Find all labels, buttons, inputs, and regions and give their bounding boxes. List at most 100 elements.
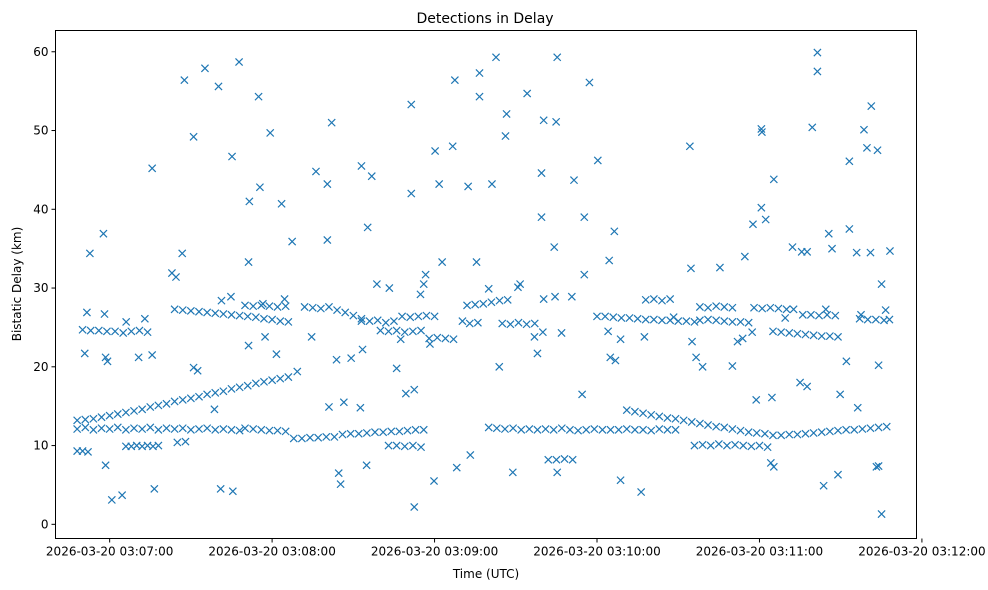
x-axis-label: Time (UTC) [452,567,519,581]
data-point-x-marker [194,424,204,434]
data-point-x-marker [266,128,275,137]
data-point-x-marker [833,470,843,479]
data-point-x-marker [761,215,770,224]
data-point-x-marker [227,310,236,319]
data-point-x-marker [492,424,501,433]
data-point-x-marker [178,306,187,315]
data-point-x-marker [211,309,220,318]
data-point-x-marker [403,426,412,435]
data-point-x-marker [763,443,772,452]
data-point-x-marker [226,292,235,301]
data-point-x-marker [616,335,625,344]
data-point-x-marker [100,310,109,319]
data-point-x-marker [606,425,615,434]
data-point-x-marker [398,312,407,321]
data-point-x-marker [766,458,775,467]
data-point-x-marker [357,317,366,326]
data-point-x-marker [578,390,587,399]
data-point-x-marker [550,243,559,252]
data-point-x-marker [690,441,699,450]
data-point-x-marker [146,402,155,411]
data-point-x-marker [748,220,757,229]
data-point-x-marker [663,425,672,434]
data-point-x-marker [592,312,602,321]
data-point-x-marker [473,318,482,327]
data-point-x-marker [280,295,289,304]
data-point-x-marker [610,227,619,236]
data-point-x-marker [777,328,786,337]
data-point-x-marker [744,428,753,437]
data-point-x-marker [882,422,891,431]
data-point-x-marker [551,292,560,301]
data-point-x-marker [569,176,579,185]
data-point-x-marker [560,454,569,463]
data-point-x-marker [372,280,381,289]
data-point-x-marker [750,303,759,312]
data-point-x-marker [129,406,139,415]
data-point-x-marker [289,434,298,443]
data-point-x-marker [706,441,715,450]
data-point-x-marker [639,425,648,434]
data-point-x-marker [259,314,269,323]
data-point-x-marker [99,229,108,238]
data-point-x-marker [85,249,94,258]
data-point-x-marker [178,395,187,404]
data-point-x-marker [465,319,474,328]
data-point-x-marker [736,317,745,326]
data-point-x-marker [877,510,886,519]
data-point-x-marker [728,424,737,434]
data-point-x-marker [516,280,525,289]
data-point-x-marker [821,305,830,314]
data-point-x-marker [803,382,812,391]
data-point-x-marker [498,319,507,328]
data-point-x-marker [617,313,626,322]
data-point-x-marker [235,311,244,320]
data-point-x-marker [539,295,548,304]
data-point-x-marker [406,313,415,322]
data-point-x-marker [598,425,607,434]
data-point-x-marker [767,393,776,402]
data-point-x-marker [82,308,91,317]
data-point-x-marker [228,152,237,161]
data-point-x-marker [358,345,367,354]
data-point-x-marker [785,430,794,439]
data-point-x-marker [567,292,576,301]
data-point-x-marker [323,235,332,245]
data-point-x-marker [768,431,778,440]
data-point-x-marker [122,317,131,326]
data-point-x-marker [186,306,195,315]
y-tick-label: 30 [33,281,48,295]
data-point-x-marker [244,341,253,350]
data-point-x-marker [140,314,149,323]
data-point-x-marker [107,495,116,504]
data-point-x-marker [825,427,834,436]
chart-title: Detections in Delay [416,11,553,27]
data-point-x-marker [796,378,805,387]
data-point-x-marker [407,189,416,198]
data-point-x-marker [669,313,678,322]
data-point-x-marker [533,349,542,358]
data-point-x-marker [565,425,574,434]
data-point-x-marker [416,290,425,299]
data-point-x-marker [774,304,783,313]
data-point-x-marker [211,425,220,434]
data-point-x-marker [307,332,316,341]
data-point-x-marker [458,317,467,326]
data-point-x-marker [852,248,861,257]
data-point-x-marker [605,256,614,265]
data-point-x-marker [484,284,493,293]
data-point-x-marker [553,468,562,477]
data-point-x-marker [333,306,342,315]
data-point-x-marker [414,312,423,321]
data-point-x-marker [395,427,404,436]
data-point-x-marker [862,143,871,152]
data-point-x-marker [203,424,212,433]
data-point-x-marker [235,57,244,67]
data-point-x-marker [235,426,244,435]
data-point-x-marker [801,429,810,438]
data-point-x-marker [466,450,475,460]
data-point-x-marker [833,332,843,341]
data-point-x-marker [438,258,447,267]
data-point-x-marker [523,89,532,98]
data-point-x-marker [491,53,501,62]
